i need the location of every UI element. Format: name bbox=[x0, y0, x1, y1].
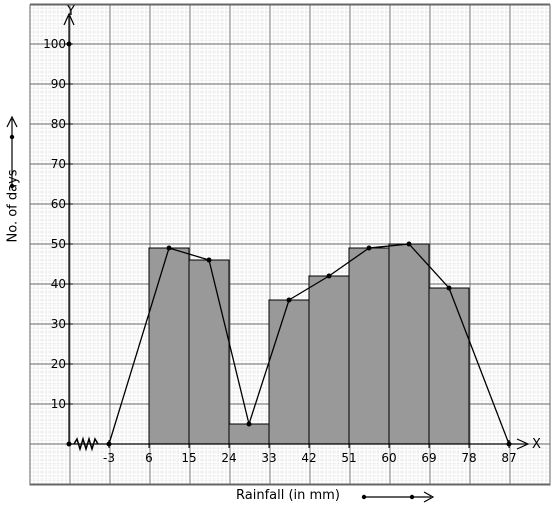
x-direction-arrowhead bbox=[423, 491, 435, 503]
frequency-polygon-point bbox=[246, 421, 252, 427]
x-tick-label: 42 bbox=[301, 451, 316, 465]
x-tick-label: 33 bbox=[261, 451, 276, 465]
y-direction-arrowhead bbox=[6, 115, 18, 128]
y-tick-label: 100 bbox=[43, 37, 66, 51]
histogram-bars bbox=[148, 243, 470, 445]
histogram-bar bbox=[428, 287, 470, 445]
frequency-polygon-point bbox=[366, 245, 372, 251]
y-tick-label: 50 bbox=[51, 237, 66, 251]
x-tick-label: 69 bbox=[421, 451, 436, 465]
y-tick-label: 20 bbox=[51, 357, 66, 371]
frequency-polygon-point bbox=[446, 285, 452, 291]
y-axis-letter: Y bbox=[66, 4, 75, 19]
histogram-bar bbox=[308, 275, 350, 445]
x-axis-letter: X bbox=[532, 437, 541, 452]
x-tick-label: 87 bbox=[501, 451, 516, 465]
x-tick-label: -3 bbox=[103, 451, 115, 465]
y-tick-label: 70 bbox=[51, 157, 66, 171]
histogram-bar bbox=[388, 243, 430, 445]
x-axis-arrowhead bbox=[516, 438, 530, 450]
x-tick-label: 6 bbox=[145, 451, 153, 465]
frequency-polygon-point bbox=[166, 245, 172, 251]
grid-border bbox=[29, 4, 551, 486]
frequency-polygon-line bbox=[108, 243, 510, 445]
x-axis-label: Rainfall (in mm) bbox=[236, 488, 340, 503]
y-direction-dot bbox=[9, 183, 15, 189]
x-tick-label: 60 bbox=[381, 451, 396, 465]
x-direction-dot bbox=[361, 494, 367, 500]
y-tick-label: 30 bbox=[51, 317, 66, 331]
frequency-polygon-point bbox=[206, 257, 212, 263]
axes bbox=[63, 12, 530, 450]
y-tick-label: 90 bbox=[51, 77, 66, 91]
histogram-bar bbox=[148, 247, 190, 445]
histogram-bar bbox=[188, 259, 230, 445]
x-direction-dot bbox=[409, 494, 415, 500]
origin-dot bbox=[66, 441, 72, 447]
axis-break-zigzag bbox=[73, 436, 99, 452]
x-tick-label: 78 bbox=[461, 451, 476, 465]
y-tick-label: 40 bbox=[51, 277, 66, 291]
tick-labels: 10 20 30 40 50 60 70 80 90 100 -3 6 15 24 33 42 51 60 69 78… bbox=[43, 4, 541, 465]
x-tick-label: 51 bbox=[341, 451, 356, 465]
y-tick-label: 10 bbox=[51, 397, 66, 411]
y-tick-label: 80 bbox=[51, 117, 66, 131]
y-axis-arrowhead bbox=[63, 12, 75, 26]
frequency-polygon-point bbox=[326, 273, 332, 279]
histogram-bar bbox=[348, 247, 390, 445]
frequency-polygon-point bbox=[406, 241, 412, 247]
y-axis-label: No. of days bbox=[5, 169, 21, 243]
x-tick-label: 15 bbox=[181, 451, 196, 465]
axis-decorations bbox=[6, 115, 435, 503]
histogram-bar bbox=[228, 423, 270, 445]
histogram-bar bbox=[268, 299, 310, 445]
y-tick-label: 60 bbox=[51, 197, 66, 211]
frequency-polygon-point bbox=[286, 297, 292, 303]
y-direction-dot bbox=[9, 134, 15, 140]
x-tick-label: 24 bbox=[221, 451, 236, 465]
